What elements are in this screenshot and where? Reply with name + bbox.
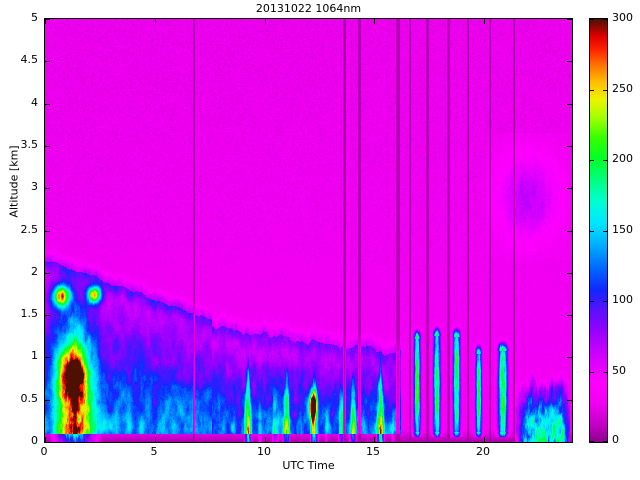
x-axis-tick-label: 0 <box>40 445 48 458</box>
colorbar-tick <box>590 19 594 20</box>
y-axis-tick-label: 2.5 <box>20 223 39 236</box>
x-axis-tick-label: 15 <box>366 445 380 458</box>
colorbar-tick <box>590 301 594 302</box>
y-axis-tick <box>45 19 50 20</box>
x-axis-tick-top <box>374 19 375 24</box>
y-axis-tick <box>45 231 50 232</box>
y-axis-tick <box>45 104 50 105</box>
y-axis-tick-right <box>567 61 572 62</box>
colorbar-gradient <box>590 19 607 442</box>
backscatter-heatmap <box>45 19 572 442</box>
x-axis-tick-label: 5 <box>150 445 158 458</box>
colorbar-tick <box>590 160 594 161</box>
y-axis-tick-right <box>567 188 572 189</box>
colorbar-tick-label: 200 <box>612 152 633 165</box>
y-axis-tick-label: 1.5 <box>20 307 39 320</box>
y-axis-tick <box>45 273 50 274</box>
colorbar <box>589 18 608 443</box>
colorbar-tick-label: 0 <box>612 433 619 446</box>
x-axis-tick-label: 20 <box>476 445 490 458</box>
colorbar-tick-right <box>603 441 607 442</box>
colorbar-tick-right <box>603 372 607 373</box>
y-axis-tick <box>45 400 50 401</box>
y-axis-tick-label: 5 <box>31 11 38 24</box>
y-axis-tick-label: 0 <box>31 434 38 447</box>
y-axis-tick-right <box>567 357 572 358</box>
y-axis-tick <box>45 188 50 189</box>
y-axis-tick-label: 3.5 <box>20 138 39 151</box>
y-axis-tick-label: 4 <box>31 96 38 109</box>
colorbar-tick <box>590 231 594 232</box>
y-axis-tick-right <box>567 231 572 232</box>
x-axis-tick <box>374 437 375 442</box>
y-axis-tick <box>45 357 50 358</box>
colorbar-tick <box>590 372 594 373</box>
colorbar-tick-label: 100 <box>612 293 633 306</box>
x-axis-tick <box>484 437 485 442</box>
colorbar-tick-label: 150 <box>612 223 633 236</box>
colorbar-tick-right <box>603 301 607 302</box>
y-axis-tick <box>45 146 50 147</box>
plot-axes <box>44 18 573 443</box>
y-axis-tick-label: 4.5 <box>20 53 39 66</box>
y-axis-tick-label: 1 <box>31 349 38 362</box>
x-axis-tick <box>155 437 156 442</box>
y-axis-tick <box>45 61 50 62</box>
y-axis-tick-right <box>567 19 572 20</box>
x-axis-tick-top <box>155 19 156 24</box>
y-axis-tick-right <box>567 315 572 316</box>
y-axis-tick <box>45 315 50 316</box>
y-axis-tick-right <box>567 146 572 147</box>
x-axis-tick <box>265 437 266 442</box>
x-axis-title: UTC Time <box>282 459 335 472</box>
y-axis-tick-right <box>567 273 572 274</box>
x-axis-tick-label: 10 <box>257 445 271 458</box>
colorbar-tick-right <box>603 90 607 91</box>
colorbar-tick-right <box>603 231 607 232</box>
y-axis-tick-label: 3 <box>31 180 38 193</box>
y-axis-tick-right <box>567 442 572 443</box>
x-axis-tick <box>45 437 46 442</box>
colorbar-tick <box>590 441 594 442</box>
y-axis-tick-right <box>567 400 572 401</box>
y-axis-tick <box>45 442 50 443</box>
x-axis-tick-top <box>265 19 266 24</box>
colorbar-tick <box>590 90 594 91</box>
colorbar-tick-label: 50 <box>612 364 626 377</box>
y-axis-tick-right <box>567 104 572 105</box>
colorbar-tick-right <box>603 19 607 20</box>
x-axis-tick-top <box>484 19 485 24</box>
x-axis-tick-top <box>45 19 46 24</box>
y-axis-tick-label: 0.5 <box>20 392 39 405</box>
page-title: 20131022 1064nm <box>255 2 362 15</box>
colorbar-tick-label: 250 <box>612 82 633 95</box>
y-axis-tick-label: 2 <box>31 265 38 278</box>
colorbar-tick-right <box>603 160 607 161</box>
colorbar-tick-label: 300 <box>612 11 633 24</box>
